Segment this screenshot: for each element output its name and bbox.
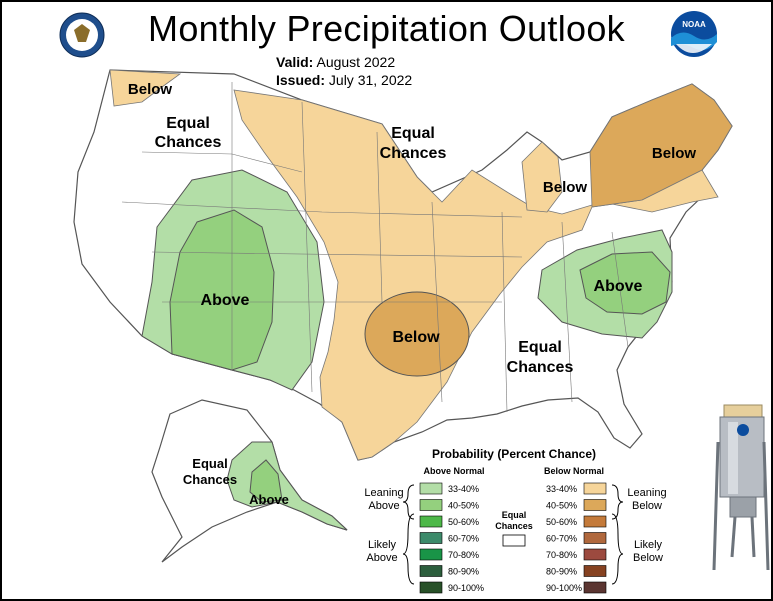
legend-likely-below-1: Likely [634,539,663,551]
southeast-above-core [579,251,671,315]
issued-line: Issued: July 31, 2022 [276,72,412,88]
label-southern-plains-below: Below [392,329,440,346]
legend-above-range: 33-40% [448,484,479,494]
label-central-equal-2: Chances [380,145,447,162]
legend-leaning-above-2: Above [368,500,399,512]
rain-gauge-icon [712,404,770,571]
label-central-equal-1: Equal [391,125,435,142]
label-nw-below: Below [128,81,173,98]
state-boundaries [121,82,629,413]
label-southeast-above: Above [594,278,643,295]
valid-label: Valid: [276,54,314,70]
michigan-below-region [521,141,563,213]
legend-title: Probability (Percent Chance) [432,447,596,461]
legend-rows: 33-40% 33-40% 40-50% 40-50% 50-60% 50-60% 60-7… [419,482,607,594]
noaa-logo-icon: NOAA [671,11,717,57]
legend-above-swatch [419,515,443,528]
legend-below-range: 50-60% [546,517,577,527]
brace-likely-below [611,513,624,585]
legend-below-swatch [583,515,607,528]
alaska-above-region [226,441,348,531]
legend-below-swatch [583,565,607,577]
legend-below-range: 40-50% [546,501,577,511]
legend-likely-above-2: Above [366,552,397,564]
legend-leaning-below-1: Leaning [627,487,666,499]
brace-leaning-below [611,484,624,520]
label-southeast-equal-1: Equal [518,339,562,356]
brace-likely-above [402,513,415,585]
legend-below-swatch [583,499,607,511]
legend-likely-below-2: Below [633,552,663,564]
legend-above-range: 80-90% [448,567,479,577]
legend-below-range: 90-100% [546,583,582,593]
legend-below-range: 33-40% [546,484,577,494]
legend-leaning-above-1: Leaning [364,487,403,499]
label-alaska-above: Above [249,492,289,507]
legend-below-swatch [583,482,607,495]
page-title: Monthly Precipitation Outlook [148,8,625,49]
legend-above-swatch [419,532,443,544]
brace-leaning-above [402,484,415,520]
legend-below-range: 70-80% [546,550,577,560]
svg-text:NOAA: NOAA [682,20,706,29]
label-southwest-above: Above [201,292,250,309]
legend-above-range: 70-80% [448,550,479,560]
legend-above-range: 60-70% [448,534,479,544]
legend-below-swatch [583,581,607,594]
legend-leaning-below-2: Below [632,500,662,512]
legend-above-header: Above Normal [423,466,484,476]
legend-below-header: Below Normal [544,466,604,476]
valid-value: August 2022 [316,54,396,70]
legend-below-swatch [583,532,607,544]
legend: Probability (Percent Chance) Above Norma… [364,447,667,594]
issued-value: July 31, 2022 [328,72,413,88]
label-west-equal-2: Chances [155,134,222,151]
legend-below-swatch [583,548,607,561]
legend-above-swatch [419,548,443,561]
label-southeast-equal-2: Chances [507,359,574,376]
southwest-above-core [169,209,275,371]
legend-likely-above-1: Likely [368,539,397,551]
doc-seal-icon [59,12,105,58]
legend-above-swatch [419,565,443,577]
label-alaska-equal-1: Equal [192,456,227,471]
legend-above-swatch [419,581,443,594]
central-below-region [233,89,719,461]
alaska-above-core [249,459,283,503]
issued-label: Issued: [276,72,326,88]
legend-below-range: 60-70% [546,534,577,544]
legend-above-swatch [419,482,443,495]
legend-above-range: 90-100% [448,583,484,593]
legend-equal-swatch [502,534,526,547]
valid-line: Valid: August 2022 [276,54,395,70]
label-michigan-below: Below [543,179,588,196]
legend-above-swatch [419,499,443,511]
southern-plains-below-core [364,291,470,377]
nw-below-region [109,69,182,107]
legend-equal-2: Chances [495,521,533,531]
legend-below-range: 80-90% [546,567,577,577]
northeast-below-region [589,83,733,208]
legend-above-range: 40-50% [448,501,479,511]
legend-equal-1: Equal [502,510,527,520]
legend-above-range: 50-60% [448,517,479,527]
label-alaska-equal-2: Chances [183,472,237,487]
label-west-equal-1: Equal [166,115,210,132]
label-northeast-below: Below [652,145,697,162]
